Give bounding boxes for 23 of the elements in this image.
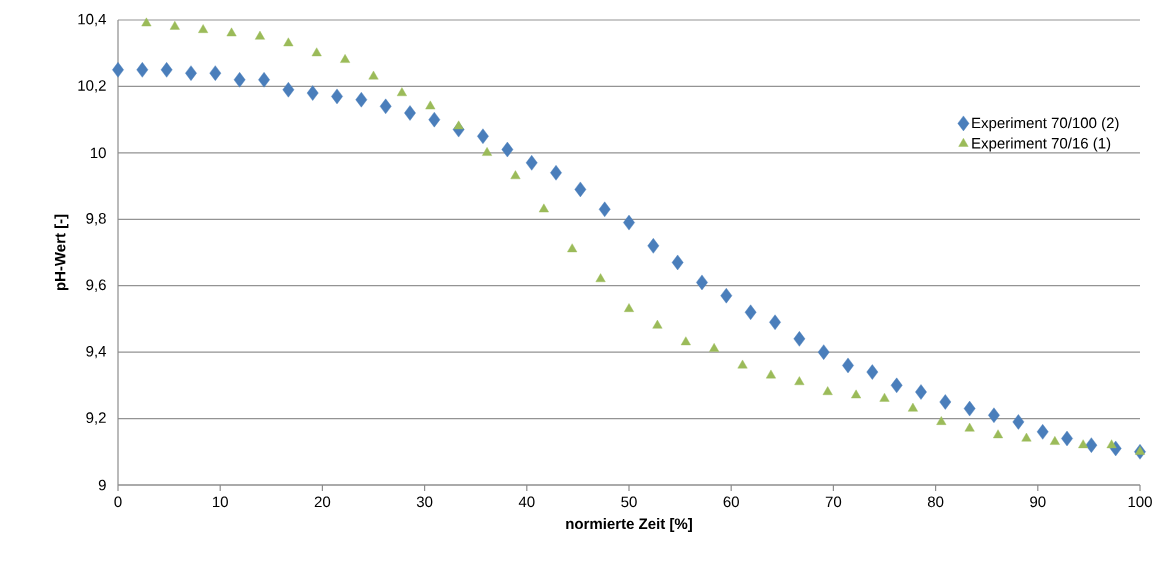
y-axis-title: pH-Wert [-] [54,214,69,291]
x-axis-title: normierte Zeit [%] [566,518,692,532]
x-tick-label: 80 [927,496,944,508]
legend-label: Experiment 70/100 (2) [972,117,1119,132]
x-tick-label: 10 [213,496,228,508]
y-tick-label: 10,2 [78,80,106,93]
x-tick-label: 90 [1030,496,1046,508]
x-tick-label: 60 [723,496,739,508]
x-tick-label: 0 [114,496,122,508]
x-tick-label: 20 [314,496,331,508]
x-tick-label: 50 [621,496,637,508]
y-tick-label: 9,2 [86,412,106,425]
legend-label: Experiment 70/16 (1) [972,137,1111,152]
x-tick-label: 70 [825,496,842,508]
y-tick-label: 9,6 [86,279,106,292]
y-tick-label: 9 [98,479,106,491]
y-tick-label: 10,4 [78,13,107,27]
x-tick-label: 40 [518,496,535,508]
x-tick-label: 100 [1128,496,1152,508]
y-tick-label: 10 [90,147,106,159]
y-tick-label: 9,4 [86,345,107,359]
y-tick-label: 9,8 [86,213,106,226]
x-tick-label: 30 [416,496,433,508]
